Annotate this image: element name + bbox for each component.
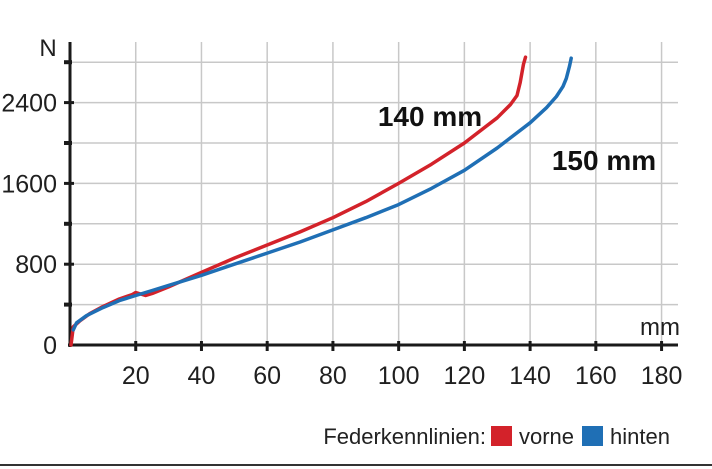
series-label-hinten: 150 mm xyxy=(552,145,656,176)
axes xyxy=(68,42,678,347)
legend-label-hinten: hinten xyxy=(610,424,670,449)
y-axis-label: N xyxy=(39,35,56,62)
x-tick-label: 60 xyxy=(253,362,281,390)
x-tick-label: 80 xyxy=(319,362,347,390)
grid xyxy=(70,42,678,345)
x-tick-label: 120 xyxy=(444,362,486,390)
x-axis-label: mm xyxy=(640,314,680,341)
series-line-hinten xyxy=(71,56,573,332)
series-lines xyxy=(69,55,573,347)
legend-swatch-vorne xyxy=(491,426,512,446)
legend-title: Federkennlinien: xyxy=(323,424,486,449)
ticks xyxy=(64,60,664,351)
x-tick-label: 140 xyxy=(509,362,551,390)
y-tick-label: 2400 xyxy=(1,90,57,118)
series-label-vorne: 140 mm xyxy=(378,101,482,132)
x-tick-label: 20 xyxy=(122,362,150,390)
x-tick-label: 40 xyxy=(188,362,216,390)
x-tick-label: 160 xyxy=(575,362,617,390)
legend-label-vorne: vorne xyxy=(519,424,574,449)
legend-swatch-hinten xyxy=(582,426,603,446)
legend: Federkennlinien: vorne hinten xyxy=(323,424,670,449)
y-tick-label: 1600 xyxy=(1,170,57,198)
tick-labels: 20 40 60 80 100 120 140 160 180 0 800 1600 2400 xyxy=(1,90,682,390)
y-tick-label: 800 xyxy=(15,251,57,279)
x-tick-label: 100 xyxy=(378,362,420,390)
x-tick-label: 180 xyxy=(641,362,683,390)
y-tick-label: 0 xyxy=(43,332,57,360)
